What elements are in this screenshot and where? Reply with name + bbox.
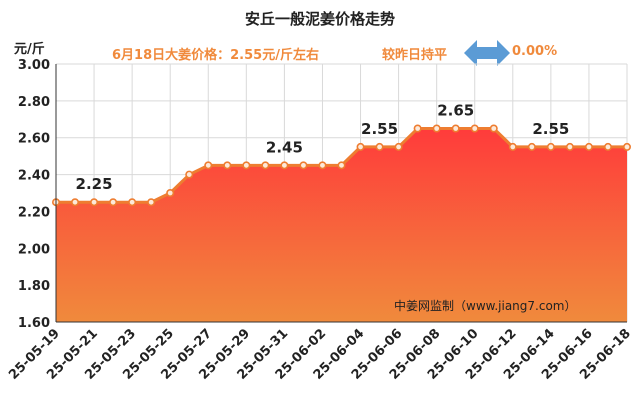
data-point: [508, 142, 517, 151]
y-tick-label: 2.60: [18, 132, 50, 147]
data-point: [299, 161, 308, 170]
axes: [55, 64, 627, 323]
y-tick-label: 2.80: [18, 95, 50, 110]
data-point: [223, 161, 232, 170]
data-point: [432, 124, 441, 133]
y-axis-ticks: 1.60 1.80 2.00 2.20 2.40 2.60 2.80 3.00: [18, 58, 50, 331]
data-point: [185, 170, 194, 179]
x-axis-ticks: 25-05-1925-05-2125-05-2325-05-2525-05-27…: [6, 326, 634, 383]
y-tick-label: 2.20: [18, 205, 50, 220]
data-point: [204, 161, 213, 170]
data-point: [375, 142, 384, 151]
data-label: 2.55: [361, 120, 398, 138]
data-point: [318, 161, 327, 170]
data-point: [603, 142, 612, 151]
data-label: 2.45: [266, 138, 303, 156]
data-label: 2.65: [437, 102, 474, 120]
data-point: [109, 198, 118, 207]
data-label: 2.25: [76, 175, 113, 193]
data-point: [413, 124, 422, 133]
data-point: [394, 142, 403, 151]
data-point: [546, 142, 555, 151]
data-point: [622, 142, 631, 151]
data-point: [470, 124, 479, 133]
data-point: [451, 124, 460, 133]
watermark: 中姜网监制（www.jiang7.com）: [394, 299, 577, 313]
y-tick-label: 2.40: [18, 169, 50, 184]
y-tick-label: 3.00: [18, 58, 50, 73]
double-arrow-icon: [464, 40, 510, 66]
data-point: [147, 198, 156, 207]
data-point: [565, 142, 574, 151]
y-tick-label: 2.00: [18, 242, 50, 257]
price-note: 6月18日大姜价格：2.55元/斤左右: [112, 48, 319, 63]
data-point: [242, 161, 251, 170]
data-point: [128, 198, 137, 207]
data-point: [261, 161, 270, 170]
data-label: 2.55: [532, 120, 569, 138]
y-tick-label: 1.60: [18, 316, 50, 331]
change-percent: 0.00%: [512, 44, 558, 59]
chart-title: 安丘一般泥姜价格走势: [244, 10, 395, 28]
price-area: [56, 128, 627, 322]
data-point: [280, 161, 289, 170]
data-point: [527, 142, 536, 151]
data-point: [337, 161, 346, 170]
data-point: [90, 198, 99, 207]
data-labels: 2.25 2.45 2.55 2.65 2.55: [76, 102, 570, 194]
y-tick-label: 1.80: [18, 279, 50, 294]
trend-text: 较昨日持平: [382, 48, 448, 63]
data-point: [584, 142, 593, 151]
data-point: [489, 124, 498, 133]
data-point: [71, 198, 80, 207]
data-point: [356, 142, 365, 151]
data-point: [166, 189, 175, 198]
y-axis-unit: 元/斤: [14, 42, 45, 57]
